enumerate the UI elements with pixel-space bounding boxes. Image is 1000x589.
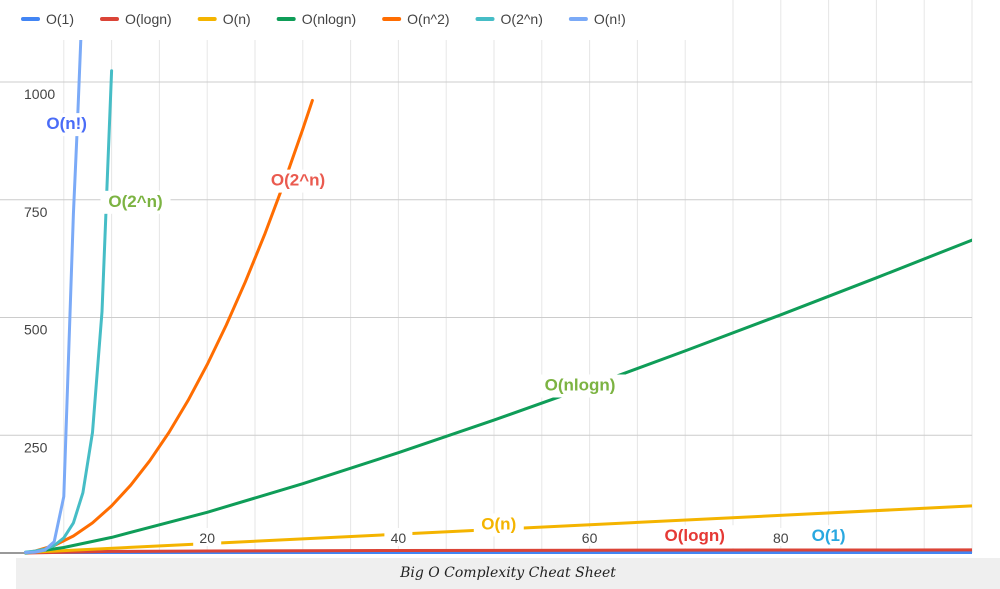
axis-ticks: 250 500 750 1000 20 40 60 80 (24, 86, 795, 546)
legend-label: O(1) (46, 11, 74, 27)
annotation-bg (473, 513, 524, 537)
x-tick-label: 80 (773, 530, 789, 546)
annotation-label: O(2^n) (108, 192, 162, 211)
annotation-bg (100, 190, 171, 214)
legend-label: O(2^n) (501, 11, 543, 27)
legend-label: O(n^2) (407, 11, 449, 27)
annotation-label: O(n) (481, 514, 516, 533)
y-tick-label: 1000 (24, 86, 55, 102)
legend-label: O(logn) (125, 11, 172, 27)
annotation-label: O(2^n) (271, 171, 325, 190)
legend: O(1) O(logn) O(n) O(nlogn) O(n^2) O(2^n) O(n!) (0, 0, 700, 40)
x-tick-label-bg (766, 528, 795, 546)
annotation-label: O(n!) (46, 114, 87, 133)
x-tick-label-bg (384, 528, 413, 546)
annotation-label: O(nlogn) (545, 376, 616, 395)
annotation-label: O(1) (812, 526, 846, 545)
grid (0, 0, 973, 554)
x-tick-label: 60 (582, 530, 598, 546)
series-lines (24, 0, 972, 555)
annotation-bg (803, 525, 854, 549)
legend-label: O(nlogn) (302, 11, 356, 27)
legend-label: O(n!) (594, 11, 626, 27)
series-line-O(logn) (24, 548, 972, 555)
y-tick-label: 750 (24, 204, 48, 220)
series-line-O(n^2) (24, 98, 314, 554)
legend-label: O(n) (223, 11, 251, 27)
series-line-O(n!) (24, 0, 84, 554)
x-tick-label: 20 (199, 530, 215, 546)
annotations: O(n!) O(2^n) O(2^n) O(nlogn) O(n) O(logn) O(1) (36, 113, 854, 549)
x-tick-label-bg (193, 528, 222, 546)
annotation-label: O(logn) (665, 526, 725, 545)
x-tick-label: 40 (391, 530, 407, 546)
y-tick-label: 250 (24, 439, 48, 455)
series-line-O(nlogn) (24, 238, 972, 555)
x-tick-label-bg (575, 528, 604, 546)
annotation-bg (36, 113, 97, 137)
annotation-bg (535, 374, 626, 398)
y-tick-label: 500 (24, 322, 48, 338)
annotation-bg (654, 525, 735, 549)
annotation-bg (263, 169, 334, 193)
figure-caption: Big O Complexity Cheat Sheet (16, 558, 1000, 589)
